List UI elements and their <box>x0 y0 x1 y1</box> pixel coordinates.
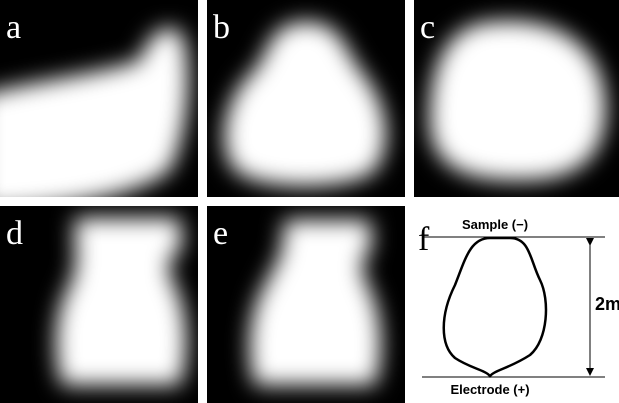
panel-a: a <box>0 0 198 210</box>
panel-b: b <box>207 0 405 197</box>
top-label: Sample (−) <box>462 217 528 232</box>
scale-label: 2mm <box>595 294 619 314</box>
sample-outline <box>444 238 546 376</box>
figure: a b c d e f Sample (−) Electrode (+) 2mm <box>0 0 619 403</box>
panel-label: e <box>213 215 228 252</box>
panel-c: c <box>414 0 619 197</box>
panel-label: a <box>6 9 21 46</box>
panel-label: c <box>420 9 435 46</box>
panel-label: d <box>6 215 23 252</box>
panel-f: f Sample (−) Electrode (+) 2mm <box>418 217 619 397</box>
panel-d: d <box>0 206 198 403</box>
panel-e: e <box>207 206 405 403</box>
panel-label: f <box>418 221 430 258</box>
panel-label: b <box>213 9 230 46</box>
bottom-label: Electrode (+) <box>450 382 529 397</box>
